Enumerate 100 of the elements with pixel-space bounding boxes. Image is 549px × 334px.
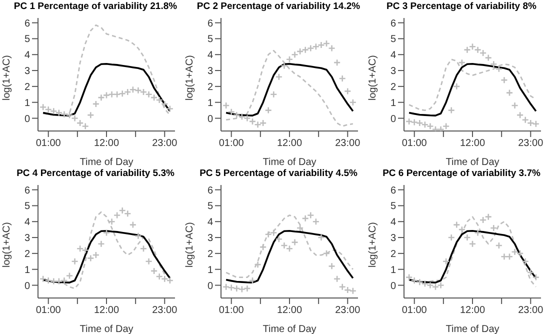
y-tick-label: 4 xyxy=(24,217,30,228)
point xyxy=(302,46,310,54)
x-tick-label: 23:00 xyxy=(518,305,544,316)
y-tick-label: 0 xyxy=(207,114,214,125)
y-tick-label: 2 xyxy=(390,248,396,260)
point xyxy=(511,102,518,110)
point xyxy=(134,232,142,240)
y-tick-label: 1 xyxy=(390,264,396,276)
x-tick-label: 01:00 xyxy=(402,305,428,316)
point xyxy=(490,224,498,232)
y-tick-label: 0 xyxy=(24,114,30,125)
point xyxy=(222,102,230,110)
point xyxy=(113,90,121,98)
y-tick-label: 3 xyxy=(207,66,214,78)
x-tick-label: 01:00 xyxy=(36,305,62,316)
y-tick-label: 6 xyxy=(390,185,396,196)
point xyxy=(312,43,320,50)
y-tick-label: 2 xyxy=(390,82,396,93)
y-tick-label: 3 xyxy=(390,66,396,78)
y-tick-label: 4 xyxy=(207,217,214,228)
point xyxy=(468,240,476,248)
y-tick-label: 5 xyxy=(207,201,214,212)
y-tick-label: 6 xyxy=(24,18,30,30)
point xyxy=(280,62,288,70)
point xyxy=(452,82,460,90)
point xyxy=(296,48,304,56)
y-tick-label: 1 xyxy=(24,264,30,276)
point xyxy=(86,111,94,119)
point xyxy=(108,90,116,98)
point xyxy=(270,229,278,236)
x-tick-label: 23:00 xyxy=(518,138,544,150)
point xyxy=(522,258,530,266)
x-tick-label: 12:00 xyxy=(276,138,302,150)
y-axis-title: log(1+AC) xyxy=(2,222,13,268)
point xyxy=(259,119,267,127)
y-axis-title: log(1+AC) xyxy=(368,222,379,268)
x-axis-title: Time of Day xyxy=(80,324,134,334)
point xyxy=(275,73,283,81)
point xyxy=(448,106,456,114)
x-axis-title: Time of Day xyxy=(446,324,500,334)
point xyxy=(495,242,503,250)
y-tick-label: 2 xyxy=(207,248,214,260)
point xyxy=(259,243,267,251)
y-tick-label: 1 xyxy=(207,264,214,276)
point xyxy=(86,254,94,262)
point xyxy=(464,46,471,54)
point xyxy=(254,260,262,268)
x-tick-label: 12:00 xyxy=(460,305,486,316)
point xyxy=(296,224,304,232)
point xyxy=(479,216,487,224)
point xyxy=(333,275,341,283)
y-tick-label: 4 xyxy=(207,50,214,62)
y-tick-label: 3 xyxy=(207,233,214,244)
y-tick-label: 1 xyxy=(390,98,396,109)
y-tick-label: 0 xyxy=(24,280,30,292)
y-axis-title: log(1+AC) xyxy=(2,55,13,100)
y-tick-label: 4 xyxy=(390,50,396,62)
point xyxy=(349,98,357,106)
point xyxy=(500,76,508,84)
point xyxy=(248,276,256,284)
y-tick-label: 5 xyxy=(207,34,214,46)
line-series xyxy=(225,62,354,116)
x-tick-label: 23:00 xyxy=(152,138,178,150)
point xyxy=(92,251,100,259)
y-tick-label: 1 xyxy=(24,98,30,109)
point xyxy=(344,88,352,95)
point xyxy=(448,234,456,242)
line-series xyxy=(42,62,171,116)
point xyxy=(98,240,105,248)
point xyxy=(306,212,314,219)
chart-title: PC 3 Percentage of variability 8% xyxy=(386,0,536,14)
y-tick-label: 4 xyxy=(390,217,396,228)
point xyxy=(102,229,110,236)
y-tick-label: 6 xyxy=(207,185,214,196)
x-tick-label: 23:00 xyxy=(335,138,361,150)
x-tick-label: 01:00 xyxy=(402,138,428,150)
point xyxy=(264,230,272,238)
point xyxy=(71,258,78,266)
point xyxy=(437,282,444,289)
y-tick-label: 3 xyxy=(24,66,30,78)
point xyxy=(150,267,158,275)
point xyxy=(270,90,278,98)
y-axis-title: log(1+AC) xyxy=(184,55,196,100)
point xyxy=(474,229,482,236)
x-tick-label: 12:00 xyxy=(276,305,302,316)
point xyxy=(291,238,298,246)
point xyxy=(302,214,310,222)
point xyxy=(92,100,100,108)
point xyxy=(500,252,508,260)
line-series xyxy=(42,24,171,116)
point xyxy=(244,284,251,292)
point xyxy=(60,276,68,284)
chart-title: PC 4 Percentage of variability 5.3% xyxy=(16,167,174,181)
x-axis-title: Time of Day xyxy=(80,157,134,168)
y-tick-label: 6 xyxy=(390,18,396,30)
x-tick-label: 12:00 xyxy=(460,138,486,150)
y-axis-title: log(1+AC) xyxy=(184,222,196,268)
point xyxy=(484,213,492,220)
point xyxy=(98,94,105,102)
line-series xyxy=(225,214,354,278)
